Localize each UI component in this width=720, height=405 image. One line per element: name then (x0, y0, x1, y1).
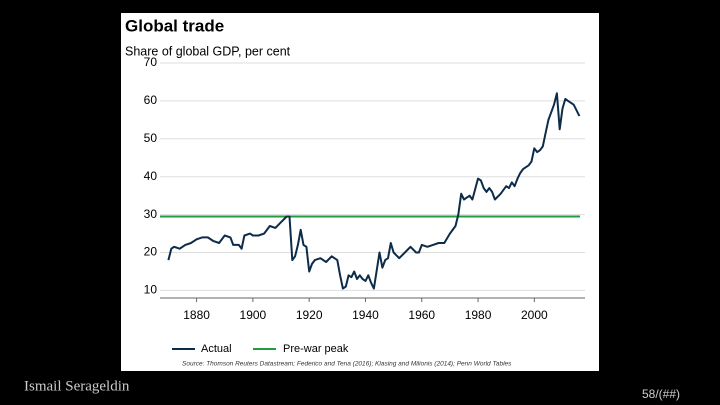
y-tick-label: 10 (144, 283, 158, 297)
y-tick-label: 60 (144, 93, 158, 107)
y-tick-label: 50 (144, 131, 158, 145)
x-tick-label: 1980 (465, 308, 492, 322)
y-tick-label: 70 (144, 55, 158, 69)
legend-label: Pre-war peak (283, 343, 349, 355)
chart-subtitle: Share of global GDP, per cent (125, 44, 291, 58)
chart-title: Global trade (125, 16, 224, 35)
chart-panel (121, 13, 599, 371)
x-tick-label: 1920 (296, 308, 323, 322)
footer-author: Ismail Serageldin (24, 378, 130, 394)
source-note: Source: Thomson Reuters Datastream; Fede… (182, 361, 512, 368)
x-tick-label: 1900 (240, 308, 267, 322)
x-tick-label: 1960 (408, 308, 435, 322)
y-tick-label: 30 (144, 207, 158, 221)
legend-label: Actual (201, 343, 232, 355)
y-tick-label: 20 (144, 245, 158, 259)
data-line (167, 92, 581, 290)
footer-page: 58/(##) (642, 387, 680, 401)
x-tick-label: 1880 (183, 308, 210, 322)
x-tick-label: 2000 (521, 308, 548, 322)
x-tick-label: 1940 (352, 308, 379, 322)
y-tick-label: 40 (144, 169, 158, 183)
